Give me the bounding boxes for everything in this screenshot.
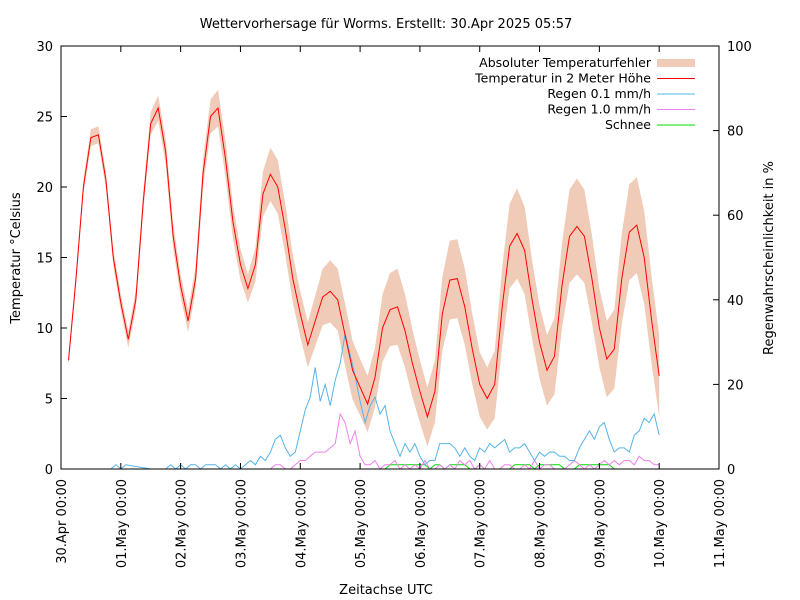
temperature-error-band	[68, 89, 660, 447]
legend-label: Absoluter Temperaturfehler	[479, 55, 652, 70]
x-axis-label: Zeitachse UTC	[339, 583, 433, 598]
x-tick-label: 11.May 00:00	[713, 479, 728, 568]
x-tick-label: 06.May 00:00	[414, 479, 429, 568]
y-tick-label: 10	[36, 322, 53, 337]
legend-label: Schnee	[605, 117, 651, 132]
y2-tick-label: 80	[727, 125, 744, 140]
x-axis: 30.Apr 00:00 01.May 00:00 02.May 00:00 03.M…	[55, 46, 728, 568]
legend-label: Temperatur in 2 Meter Höhe	[474, 71, 651, 86]
x-tick-label: 02.May 00:00	[175, 479, 190, 568]
y-axis-left: 0 5 10 15 20 25 30	[36, 40, 67, 478]
y2-tick-label: 0	[727, 463, 735, 478]
x-tick-label: 10.May 00:00	[653, 479, 668, 568]
temperature-error-band-layer	[68, 89, 660, 447]
y2-tick-label: 20	[727, 378, 744, 393]
rain-0.1mm-line	[110, 333, 660, 470]
y-tick-label: 0	[45, 463, 53, 478]
x-tick-label: 08.May 00:00	[534, 479, 549, 568]
y-tick-label: 25	[36, 111, 53, 126]
y-tick-label: 5	[45, 393, 53, 408]
x-tick-label: 03.May 00:00	[235, 479, 250, 568]
legend-label: Regen 1.0 mm/h	[547, 102, 651, 117]
legend-label: Regen 0.1 mm/h	[547, 86, 651, 101]
y-axis-right: 0 20 40 60 80 100	[713, 40, 752, 478]
y-tick-label: 15	[36, 252, 53, 267]
x-tick-label: 01.May 00:00	[115, 479, 130, 568]
x-tick-label: 07.May 00:00	[474, 479, 489, 568]
x-tick-label: 05.May 00:00	[354, 479, 369, 568]
y-tick-label: 30	[36, 40, 53, 55]
y-tick-label: 20	[36, 181, 53, 196]
y2-tick-label: 40	[727, 294, 744, 309]
x-tick-label: 04.May 00:00	[294, 479, 309, 568]
y2-tick-label: 100	[727, 40, 752, 55]
x-tick-label: 30.Apr 00:00	[55, 479, 70, 564]
legend-swatch-band	[657, 59, 695, 67]
y-axis-label: Temperatur °Celsius	[9, 192, 24, 325]
chart-title: Wettervorhersage für Worms. Erstellt: 30…	[200, 17, 573, 32]
x-tick-label: 09.May 00:00	[593, 479, 608, 568]
y2-tick-label: 60	[727, 209, 744, 224]
y2-axis-label: Regenwahrscheinlichkeit in %	[762, 161, 777, 355]
rain-1mm-line	[110, 412, 660, 470]
temperature-line-layer	[68, 106, 660, 419]
temperature-line	[68, 106, 660, 419]
